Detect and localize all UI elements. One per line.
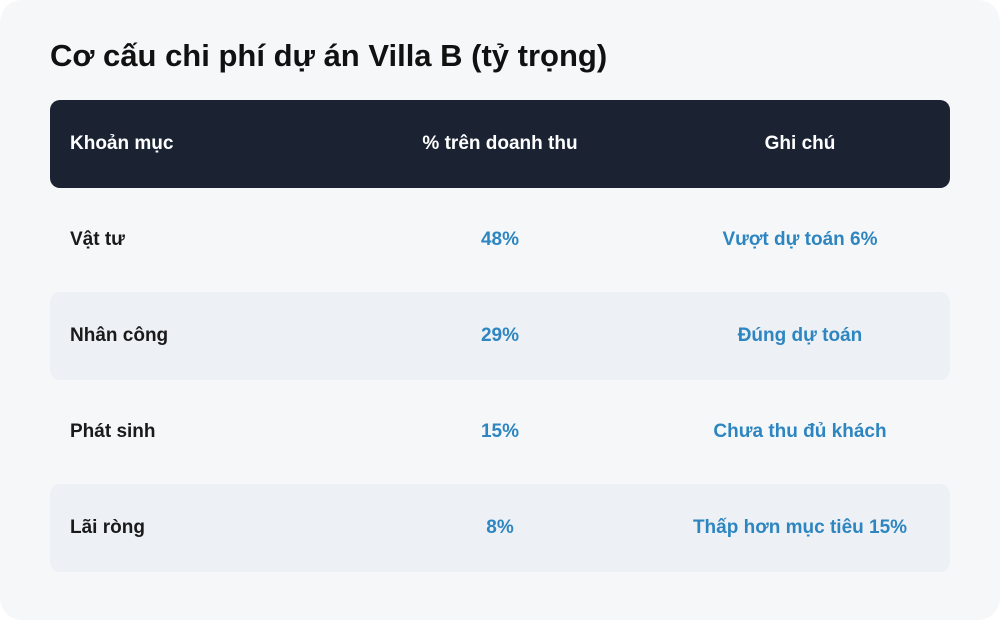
table-header-row: Khoản mục % trên doanh thu Ghi chú bbox=[50, 100, 950, 188]
cell-item: Vật tư bbox=[70, 229, 125, 250]
page-title: Cơ cấu chi phí dự án Villa B (tỷ trọng) bbox=[50, 38, 608, 73]
cell-note: Vượt dự toán 6% bbox=[722, 229, 878, 250]
table-row-labor: Nhân công 29% Đúng dự toán bbox=[50, 292, 950, 380]
table-row-extras: Phát sinh 15% Chưa thu đủ khách bbox=[50, 388, 950, 476]
table-row-net-profit: Lãi ròng 8% Thấp hơn mục tiêu 15% bbox=[50, 484, 950, 572]
cell-item: Nhân công bbox=[70, 325, 169, 346]
table-row-materials: Vật tư 48% Vượt dự toán 6% bbox=[50, 196, 950, 284]
cell-note: Đúng dự toán bbox=[737, 325, 863, 346]
cell-item: Phát sinh bbox=[70, 421, 156, 442]
cell-note: Thấp hơn mục tiêu 15% bbox=[692, 517, 908, 538]
header-note: Ghi chú bbox=[764, 133, 836, 154]
cell-percent: 48% bbox=[480, 229, 520, 250]
cell-note: Chưa thu đủ khách bbox=[713, 421, 887, 442]
cell-percent: 29% bbox=[480, 325, 520, 346]
cell-item: Lãi ròng bbox=[70, 517, 145, 538]
header-percent: % trên doanh thu bbox=[422, 133, 578, 154]
header-item: Khoản mục bbox=[70, 133, 174, 154]
cell-percent: 15% bbox=[480, 421, 520, 442]
cost-table: Khoản mục % trên doanh thu Ghi chú Vật t… bbox=[50, 100, 950, 580]
cell-percent: 8% bbox=[486, 517, 514, 538]
